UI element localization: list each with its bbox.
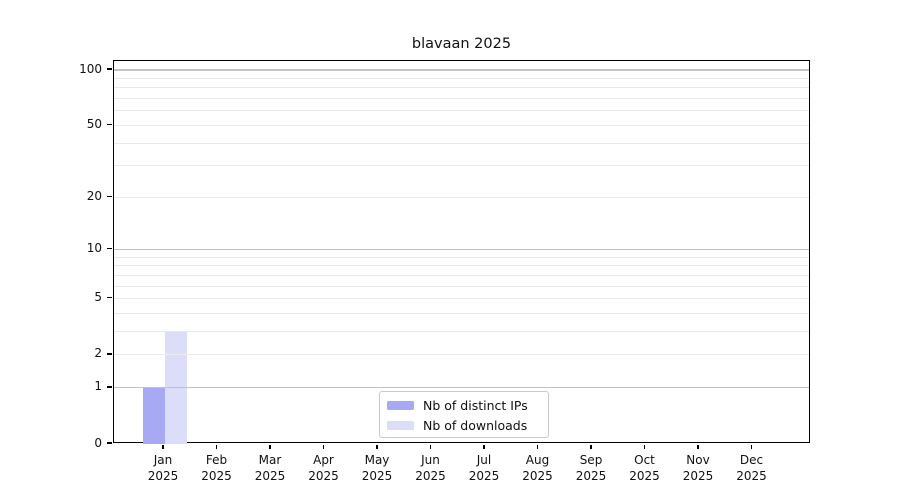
- y-tick-mark: [107, 297, 112, 299]
- legend-item: Nb of downloads: [387, 416, 548, 436]
- y-tick-mark: [107, 353, 112, 355]
- y-tick-label: 5: [94, 290, 102, 305]
- legend-swatch: [387, 401, 414, 411]
- bar-distinct-ips: [142, 387, 165, 444]
- y-tick-mark: [107, 442, 112, 444]
- gridline-minor: [114, 98, 809, 100]
- gridline-major: [114, 249, 809, 251]
- gridline-minor: [114, 165, 809, 167]
- y-tick-label: 100: [79, 61, 102, 76]
- y-tick-mark: [107, 68, 112, 70]
- gridline-minor: [114, 77, 809, 79]
- x-tick-mark: [483, 444, 485, 449]
- x-tick-label: Sep 2025: [575, 453, 607, 483]
- x-tick-label: Dec 2025: [736, 453, 767, 483]
- gridline-minor: [114, 354, 809, 356]
- x-tick-label: Apr 2025: [308, 453, 339, 483]
- x-tick-label: Jul 2025: [468, 453, 500, 483]
- plot-area: Nb of distinct IPs Nb of downloads: [113, 60, 810, 444]
- gridline-minor: [114, 142, 809, 144]
- y-tick-mark: [107, 123, 112, 126]
- legend-label: Nb of distinct IPs: [423, 398, 528, 414]
- x-tick-label: Nov 2025: [682, 453, 714, 483]
- x-tick-mark: [215, 444, 218, 449]
- gridline-minor: [114, 110, 809, 112]
- x-tick-mark: [322, 444, 325, 449]
- legend-label: Nb of downloads: [423, 417, 528, 433]
- gridline-minor: [114, 196, 809, 198]
- gridline-minor: [114, 256, 809, 258]
- gridline-minor: [114, 313, 809, 315]
- gridline-minor: [114, 274, 809, 276]
- y-tick-label: 50: [86, 116, 102, 131]
- x-tick-mark: [162, 444, 164, 449]
- y-tick-label: 20: [86, 188, 102, 203]
- gridline-major: [114, 387, 809, 389]
- x-tick-label: Aug 2025: [522, 453, 553, 483]
- x-tick-mark: [429, 444, 432, 449]
- gridline-minor: [114, 285, 809, 287]
- y-tick-mark: [107, 386, 112, 388]
- chart-title: blavaan 2025: [411, 36, 512, 52]
- gridline-minor: [114, 331, 809, 333]
- x-tick-mark: [536, 444, 539, 449]
- y-tick-mark: [107, 195, 112, 197]
- legend-item: Nb of distinct IPs: [387, 396, 548, 416]
- x-tick-label: Mar 2025: [254, 453, 286, 483]
- gridline-minor: [114, 298, 809, 300]
- x-tick-mark: [643, 444, 646, 449]
- x-tick-mark: [376, 444, 378, 449]
- y-tick-label: 2: [94, 346, 102, 361]
- bar-downloads: [164, 331, 187, 444]
- y-tick-label: 1: [94, 379, 102, 394]
- gridline-minor: [114, 124, 809, 126]
- y-tick-label: 0: [94, 435, 102, 450]
- x-tick-label: Oct 2025: [629, 453, 660, 483]
- x-tick-label: Jan 2025: [147, 453, 179, 483]
- gridline-minor: [114, 265, 809, 267]
- y-tick-mark: [107, 248, 112, 250]
- x-tick-mark: [750, 444, 753, 449]
- x-tick-mark: [697, 444, 699, 449]
- legend: Nb of distinct IPs Nb of downloads: [379, 391, 549, 438]
- legend-swatch: [387, 420, 414, 430]
- x-tick-label: Jun 2025: [415, 453, 446, 483]
- x-tick-mark: [269, 444, 271, 449]
- gridline-major: [114, 69, 809, 71]
- gridline-minor: [114, 87, 809, 89]
- x-tick-mark: [590, 444, 592, 449]
- y-tick-label: 10: [86, 241, 102, 256]
- x-tick-label: Feb 2025: [201, 453, 232, 483]
- x-tick-label: May 2025: [361, 453, 393, 483]
